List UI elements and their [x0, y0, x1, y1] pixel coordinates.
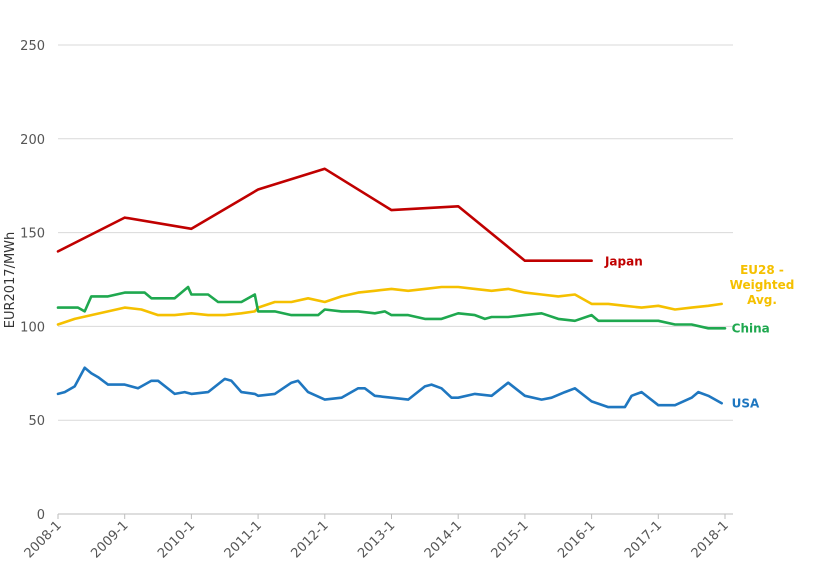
series-line-eu28-weighted-avg: [56, 285, 723, 326]
y-tick-label: 250: [20, 39, 45, 54]
x-tick-label: 2016-1: [555, 518, 598, 561]
x-tick-label: 2011-1: [222, 518, 265, 561]
y-axis-title: EUR2017/MWh: [3, 232, 18, 329]
x-tick-label: 2009-1: [88, 518, 131, 561]
y-tick-label: 100: [20, 320, 45, 335]
series-lines: [56, 167, 727, 409]
series-line-japan: [56, 167, 593, 262]
x-tick-label: 2015-1: [489, 518, 532, 561]
y-tick-label: 150: [20, 227, 45, 242]
gridlines: [58, 44, 733, 515]
x-tick-label: 2014-1: [422, 518, 465, 561]
series-labels: Japan EU28 -Weighted Avg. China USA: [604, 255, 794, 411]
x-tick-label: 2012-1: [288, 518, 331, 561]
x-tick-label: 2013-1: [355, 518, 398, 561]
series-label-japan: Japan: [604, 255, 643, 269]
x-tick-label: 2017-1: [622, 518, 665, 561]
series-label-eu28-weighted-avg: EU28 -Weighted Avg.: [730, 263, 795, 307]
series-line-usa: [56, 366, 723, 409]
x-tick-label: 2008-1: [22, 518, 65, 561]
x-tick-label: 2018-1: [689, 518, 732, 561]
x-tick-label: 2010-1: [155, 518, 198, 561]
y-tick-label: 0: [37, 508, 45, 523]
y-tick-label: 200: [20, 133, 45, 148]
series-label-china: China: [732, 321, 770, 335]
series-line-china: [56, 285, 727, 330]
series-label-usa: USA: [732, 396, 760, 410]
axes: 0 50 100 150 200 250 2008-1 2009-1 2010-1 2011-1 2…: [20, 39, 732, 561]
y-tick-label: 50: [28, 414, 45, 429]
